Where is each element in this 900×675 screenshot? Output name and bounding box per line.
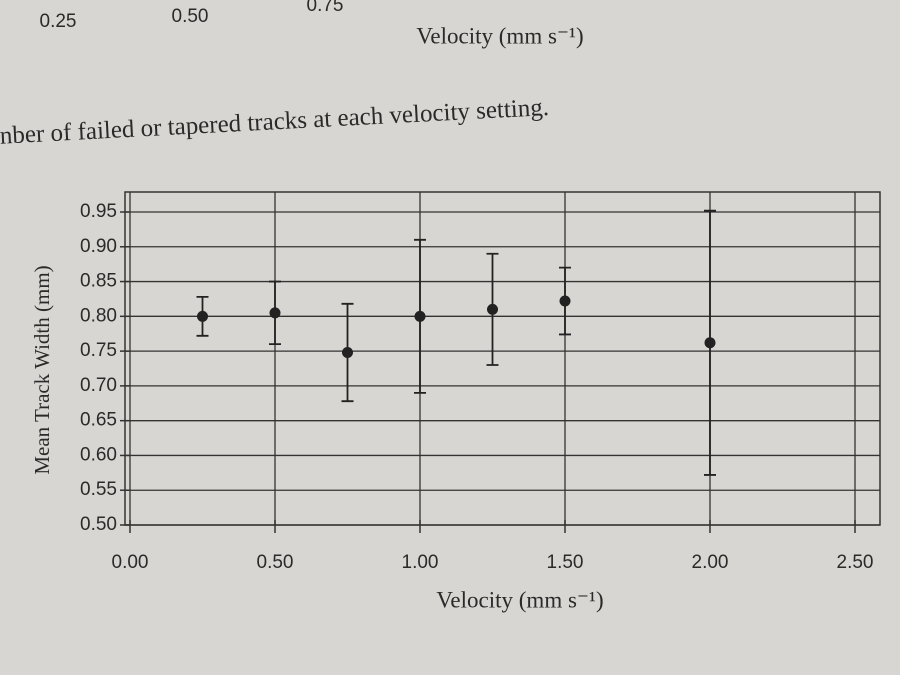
- y-tick-label: 0.80: [80, 305, 117, 326]
- y-tick-label: 0.75: [80, 340, 117, 361]
- data-point: [197, 310, 208, 322]
- y-tick-label: 0.95: [80, 201, 117, 222]
- data-point: [487, 303, 498, 315]
- prev-tick: 0.50: [172, 6, 209, 27]
- y-tick-label: 0.85: [80, 271, 117, 292]
- data-point: [342, 347, 353, 359]
- y-tick-label: 0.60: [80, 444, 117, 465]
- x-tick-label: 1.50: [547, 552, 584, 573]
- x-tick-label: 1.00: [402, 552, 439, 573]
- y-axis-label: Mean Track Width (mm): [30, 265, 54, 474]
- data-point: [704, 337, 716, 349]
- x-tick-label: 2.50: [837, 552, 874, 573]
- y-tick-label: 0.50: [80, 514, 117, 535]
- data-point: [559, 295, 571, 307]
- prev-axis-label: Velocity (mm s⁻¹): [416, 23, 583, 48]
- data-point: [269, 307, 281, 319]
- x-tick-label: 2.00: [692, 552, 729, 573]
- prev-tick: 0.25: [40, 11, 77, 32]
- y-tick-label: 0.90: [80, 236, 117, 257]
- y-tick-label: 0.65: [80, 410, 117, 431]
- x-axis-label: Velocity (mm s⁻¹): [436, 587, 603, 612]
- data-point: [414, 310, 426, 322]
- y-tick-label: 0.55: [80, 479, 117, 500]
- y-tick-label: 0.70: [80, 375, 117, 396]
- prev-tick: 0.75: [307, 0, 344, 16]
- x-tick-label: 0.50: [257, 552, 294, 573]
- x-tick-label: 0.00: [112, 552, 149, 573]
